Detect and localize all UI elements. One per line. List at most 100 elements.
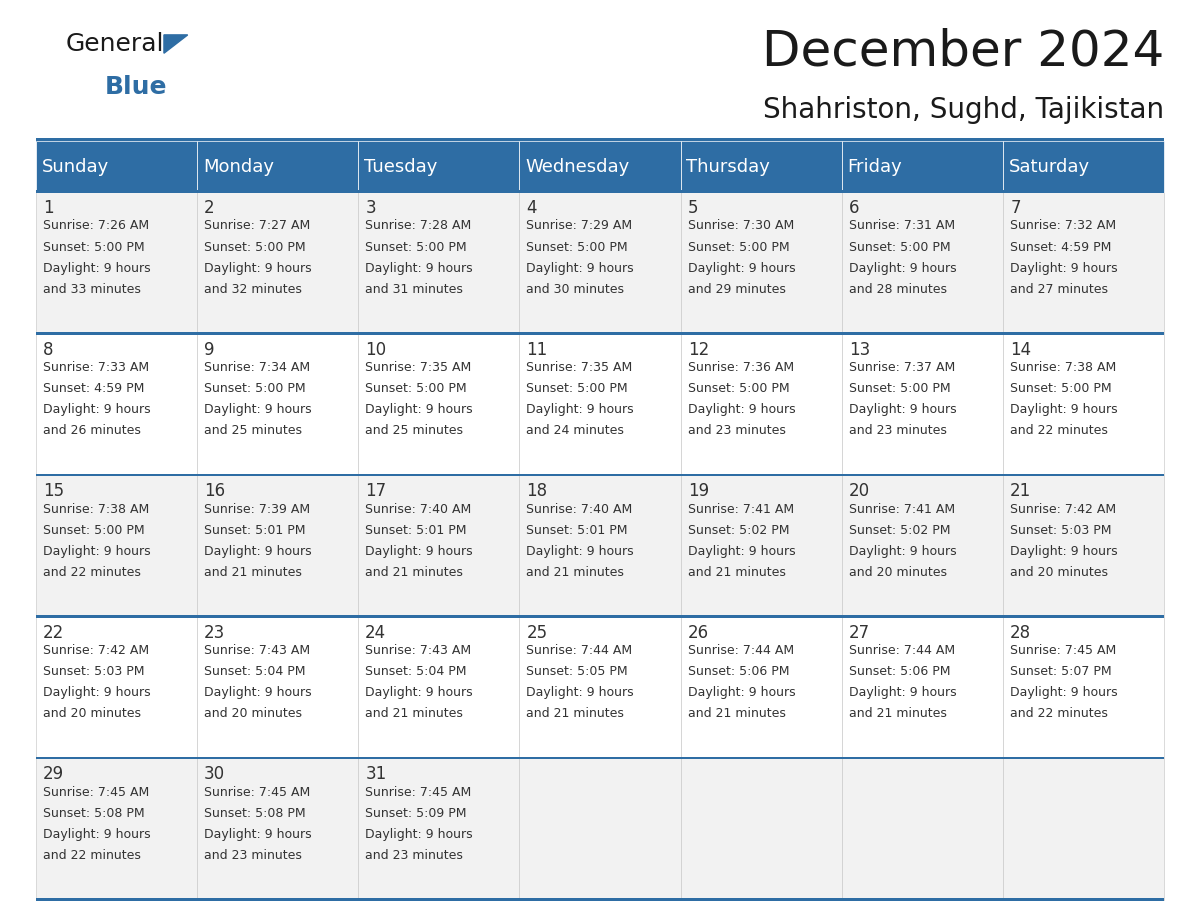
- Text: 5: 5: [688, 199, 699, 218]
- Text: Daylight: 9 hours: Daylight: 9 hours: [688, 544, 795, 558]
- Bar: [358, 141, 519, 192]
- Text: and 20 minutes: and 20 minutes: [43, 708, 140, 721]
- Text: 3: 3: [365, 199, 375, 218]
- Text: Daylight: 9 hours: Daylight: 9 hours: [365, 262, 473, 274]
- Text: Sunset: 5:04 PM: Sunset: 5:04 PM: [204, 666, 305, 678]
- Text: Daylight: 9 hours: Daylight: 9 hours: [43, 828, 151, 841]
- Text: 4: 4: [526, 199, 537, 218]
- Text: and 21 minutes: and 21 minutes: [204, 565, 302, 579]
- Text: 15: 15: [43, 482, 64, 500]
- Text: Sunset: 4:59 PM: Sunset: 4:59 PM: [1010, 241, 1112, 253]
- Text: and 33 minutes: and 33 minutes: [43, 283, 140, 296]
- Text: Sunrise: 7:45 AM: Sunrise: 7:45 AM: [43, 786, 148, 799]
- Text: Sunrise: 7:45 AM: Sunrise: 7:45 AM: [365, 786, 472, 799]
- Text: Daylight: 9 hours: Daylight: 9 hours: [43, 262, 151, 274]
- Text: Daylight: 9 hours: Daylight: 9 hours: [1010, 262, 1118, 274]
- Bar: [519, 141, 681, 192]
- Text: Daylight: 9 hours: Daylight: 9 hours: [204, 544, 311, 558]
- Text: Sunset: 5:02 PM: Sunset: 5:02 PM: [688, 523, 789, 537]
- Text: Sunrise: 7:44 AM: Sunrise: 7:44 AM: [849, 644, 955, 657]
- Text: Sunrise: 7:27 AM: Sunrise: 7:27 AM: [204, 219, 310, 232]
- Text: Daylight: 9 hours: Daylight: 9 hours: [688, 403, 795, 416]
- Text: Sunset: 5:00 PM: Sunset: 5:00 PM: [365, 382, 467, 395]
- Text: Sunset: 5:03 PM: Sunset: 5:03 PM: [1010, 523, 1112, 537]
- Text: and 23 minutes: and 23 minutes: [365, 849, 463, 862]
- Text: Sunrise: 7:42 AM: Sunrise: 7:42 AM: [43, 644, 148, 657]
- Text: Sunset: 5:00 PM: Sunset: 5:00 PM: [849, 382, 950, 395]
- Text: Sunset: 5:00 PM: Sunset: 5:00 PM: [43, 523, 145, 537]
- Text: and 28 minutes: and 28 minutes: [849, 283, 947, 296]
- Bar: [1003, 141, 1164, 192]
- Text: Sunrise: 7:43 AM: Sunrise: 7:43 AM: [365, 644, 472, 657]
- Text: and 25 minutes: and 25 minutes: [204, 424, 302, 437]
- Text: Daylight: 9 hours: Daylight: 9 hours: [526, 403, 634, 416]
- Text: and 20 minutes: and 20 minutes: [204, 708, 302, 721]
- Bar: [358, 758, 519, 900]
- Text: and 21 minutes: and 21 minutes: [849, 708, 947, 721]
- Text: and 21 minutes: and 21 minutes: [526, 708, 625, 721]
- Text: Sunrise: 7:35 AM: Sunrise: 7:35 AM: [365, 361, 472, 374]
- Text: Daylight: 9 hours: Daylight: 9 hours: [688, 687, 795, 700]
- Bar: [519, 475, 681, 617]
- Text: Daylight: 9 hours: Daylight: 9 hours: [849, 687, 956, 700]
- Text: and 21 minutes: and 21 minutes: [365, 565, 463, 579]
- Bar: [36, 758, 197, 900]
- Bar: [1003, 758, 1164, 900]
- Text: 29: 29: [43, 766, 64, 783]
- Text: 27: 27: [849, 624, 870, 642]
- Text: Daylight: 9 hours: Daylight: 9 hours: [526, 544, 634, 558]
- Bar: [1003, 617, 1164, 758]
- Text: 22: 22: [43, 624, 64, 642]
- Text: Sunset: 5:00 PM: Sunset: 5:00 PM: [688, 241, 789, 253]
- Text: Sunrise: 7:34 AM: Sunrise: 7:34 AM: [204, 361, 310, 374]
- Bar: [842, 333, 1003, 475]
- Text: Monday: Monday: [203, 158, 273, 175]
- Text: 12: 12: [688, 341, 709, 359]
- Bar: [36, 332, 1164, 335]
- Bar: [1003, 333, 1164, 475]
- Bar: [36, 615, 1164, 618]
- Text: Sunrise: 7:31 AM: Sunrise: 7:31 AM: [849, 219, 955, 232]
- Bar: [519, 617, 681, 758]
- Bar: [842, 758, 1003, 900]
- Text: 21: 21: [1010, 482, 1031, 500]
- Text: 11: 11: [526, 341, 548, 359]
- Text: and 22 minutes: and 22 minutes: [43, 565, 140, 579]
- Text: Sunrise: 7:44 AM: Sunrise: 7:44 AM: [526, 644, 632, 657]
- Bar: [36, 617, 197, 758]
- Text: 14: 14: [1010, 341, 1031, 359]
- Bar: [358, 333, 519, 475]
- Text: Daylight: 9 hours: Daylight: 9 hours: [849, 403, 956, 416]
- Text: Daylight: 9 hours: Daylight: 9 hours: [204, 262, 311, 274]
- Text: Sunrise: 7:29 AM: Sunrise: 7:29 AM: [526, 219, 632, 232]
- Text: Daylight: 9 hours: Daylight: 9 hours: [204, 403, 311, 416]
- Text: Sunset: 5:00 PM: Sunset: 5:00 PM: [1010, 382, 1112, 395]
- Text: Sunset: 5:00 PM: Sunset: 5:00 PM: [526, 382, 628, 395]
- Polygon shape: [164, 35, 188, 53]
- Text: Sunrise: 7:38 AM: Sunrise: 7:38 AM: [1010, 361, 1117, 374]
- Text: Wednesday: Wednesday: [525, 158, 630, 175]
- Bar: [842, 475, 1003, 617]
- Text: and 24 minutes: and 24 minutes: [526, 424, 625, 437]
- Bar: [36, 191, 1164, 194]
- Text: Friday: Friday: [848, 158, 903, 175]
- Text: and 30 minutes: and 30 minutes: [526, 283, 625, 296]
- Text: and 21 minutes: and 21 minutes: [365, 708, 463, 721]
- Bar: [681, 141, 842, 192]
- Text: Daylight: 9 hours: Daylight: 9 hours: [1010, 687, 1118, 700]
- Text: Sunrise: 7:40 AM: Sunrise: 7:40 AM: [526, 502, 633, 516]
- Text: and 22 minutes: and 22 minutes: [1010, 424, 1108, 437]
- Bar: [36, 756, 1164, 759]
- Text: Sunset: 5:07 PM: Sunset: 5:07 PM: [1010, 666, 1112, 678]
- Text: and 26 minutes: and 26 minutes: [43, 424, 140, 437]
- Bar: [36, 141, 197, 192]
- Bar: [358, 475, 519, 617]
- Text: Daylight: 9 hours: Daylight: 9 hours: [43, 403, 151, 416]
- Text: Daylight: 9 hours: Daylight: 9 hours: [365, 687, 473, 700]
- Bar: [36, 898, 1164, 901]
- Bar: [36, 475, 197, 617]
- Text: 23: 23: [204, 624, 226, 642]
- Bar: [519, 192, 681, 333]
- Text: Sunset: 5:00 PM: Sunset: 5:00 PM: [688, 382, 789, 395]
- Text: 13: 13: [849, 341, 870, 359]
